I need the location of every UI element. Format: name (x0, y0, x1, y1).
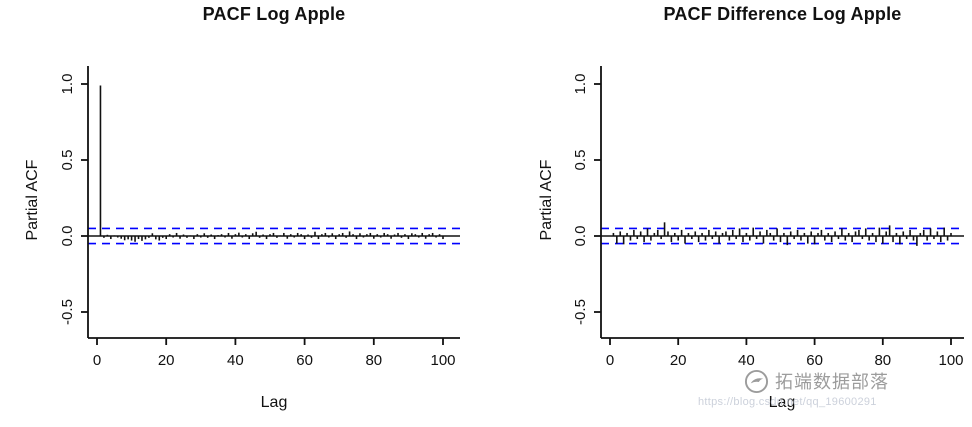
watermark-row: 拓端数据部落 (744, 368, 889, 394)
x-tick-label: 20 (158, 352, 175, 369)
x-tick-label: 40 (738, 352, 755, 369)
y-tick-label: 1.0 (572, 74, 589, 95)
pacf-plot-svg: -0.5 0.0 0.5 1.0 0 20 40 60 80 100 (572, 66, 964, 369)
y-tick-label: 1.0 (59, 74, 76, 95)
x-tick-label: 20 (670, 352, 687, 369)
x-tick-label: 0 (93, 352, 101, 369)
watermark-brand-text: 拓端数据部落 (775, 372, 889, 392)
y-tick-label: 0.5 (572, 150, 589, 171)
x-tick-label: 100 (430, 352, 455, 369)
x-tick-label: 100 (938, 352, 963, 369)
chart-title: PACF Log Apple (202, 4, 346, 24)
y-tick-label: -0.5 (59, 299, 76, 325)
watermark-url-text: https://blog.csdn.net/qq_19600291 (698, 396, 877, 408)
y-tick-label: -0.5 (572, 299, 589, 325)
y-tick-label: 0.0 (59, 226, 76, 247)
x-tick-label: 60 (806, 352, 823, 369)
watermark-bird-logo-icon (744, 369, 769, 394)
x-axis-label: Lag (768, 394, 796, 411)
x-tick-label: 60 (296, 352, 313, 369)
watermark: 拓端数据部落 https://blog.csdn.net/qq_19600291 (698, 368, 889, 408)
x-tick-label: 40 (227, 352, 244, 369)
y-tick-label: 0.0 (572, 226, 589, 247)
chart-title: PACF Difference Log Apple (663, 4, 902, 24)
x-tick-label: 0 (606, 352, 614, 369)
y-tick-label: 0.5 (59, 150, 76, 171)
chart-pacf-difference-log-apple: PACF Difference Log Apple Partial ACF La… (486, 0, 972, 427)
x-axis-label: Lag (260, 394, 288, 411)
x-tick-label: 80 (874, 352, 891, 369)
x-tick-label: 80 (365, 352, 382, 369)
chart-pacf-log-apple: PACF Log Apple Partial ACF Lag -0.5 0.0 0.… (24, 4, 460, 411)
pacf-plot-svg: -0.5 0.0 0.5 1.0 0 20 40 60 80 100 (59, 66, 460, 369)
